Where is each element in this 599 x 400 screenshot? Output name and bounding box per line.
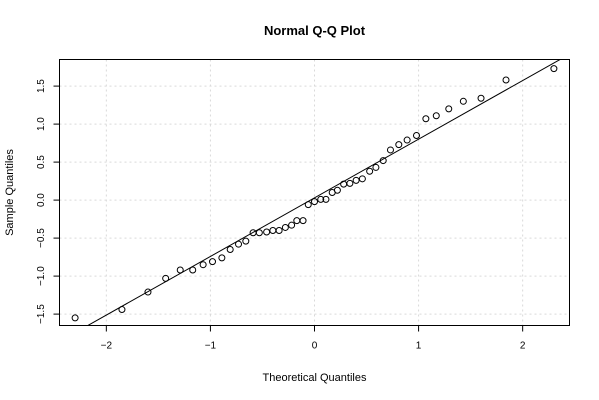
data-point <box>299 217 307 225</box>
y-tick-label: −0.5 <box>36 228 47 248</box>
data-points <box>71 65 558 322</box>
data-point <box>304 201 312 209</box>
data-point <box>413 132 420 139</box>
data-point <box>162 274 170 282</box>
x-axis-label: Theoretical Quantiles <box>263 372 367 384</box>
x-tick-label: 0 <box>312 341 318 352</box>
data-point <box>317 195 325 203</box>
x-axis: −2 −1 0 1 2 <box>101 325 526 352</box>
data-point <box>281 223 289 231</box>
data-point <box>293 217 301 225</box>
data-point <box>333 186 341 194</box>
data-point <box>422 115 430 123</box>
data-point <box>263 228 271 236</box>
x-tick-label: 1 <box>416 341 422 352</box>
x-tick-label: 2 <box>520 341 526 352</box>
data-point <box>340 180 348 188</box>
data-point <box>358 175 366 183</box>
data-point <box>395 141 403 149</box>
y-tick-label: 1.0 <box>36 117 47 131</box>
data-point <box>209 258 216 266</box>
data-point <box>322 195 330 203</box>
y-axis-label: Sample Quantiles <box>4 149 16 236</box>
data-point <box>288 221 296 229</box>
data-point <box>379 157 387 165</box>
data-point <box>255 229 263 237</box>
data-point <box>477 94 485 102</box>
x-tick-label: −2 <box>101 341 113 352</box>
grid-lines <box>59 59 570 326</box>
x-tick-label: −1 <box>205 341 217 352</box>
data-point <box>445 105 453 113</box>
data-point <box>218 254 226 262</box>
data-point <box>346 179 354 187</box>
data-point <box>226 246 234 253</box>
data-point <box>366 167 374 175</box>
data-point <box>372 163 380 171</box>
data-point <box>275 227 283 234</box>
data-point <box>242 237 250 245</box>
data-point <box>502 76 510 84</box>
y-tick-label: 1.5 <box>36 79 47 93</box>
data-point <box>432 112 440 120</box>
qq-reference-line <box>86 59 562 326</box>
data-point <box>118 306 126 314</box>
data-point <box>144 288 152 296</box>
chart-title: Normal Q-Q Plot <box>264 23 366 38</box>
y-axis: −1.5 −1.0 −0.5 0.0 0.5 1.0 1.5 <box>36 79 60 324</box>
data-point <box>71 314 79 322</box>
data-point <box>235 240 243 248</box>
data-point <box>550 65 558 73</box>
data-point <box>386 146 394 154</box>
data-point <box>269 227 277 234</box>
data-point <box>403 136 411 144</box>
y-tick-label: 0.0 <box>36 193 47 207</box>
data-point <box>459 97 467 105</box>
y-tick-label: −1.5 <box>36 304 47 324</box>
data-point <box>199 261 207 269</box>
data-point <box>176 266 184 274</box>
reference-line-layer <box>86 59 562 326</box>
y-tick-label: −1.0 <box>36 266 47 286</box>
data-point <box>311 198 318 206</box>
y-tick-label: 0.5 <box>36 155 47 169</box>
data-point <box>352 176 360 184</box>
data-point <box>189 266 197 274</box>
